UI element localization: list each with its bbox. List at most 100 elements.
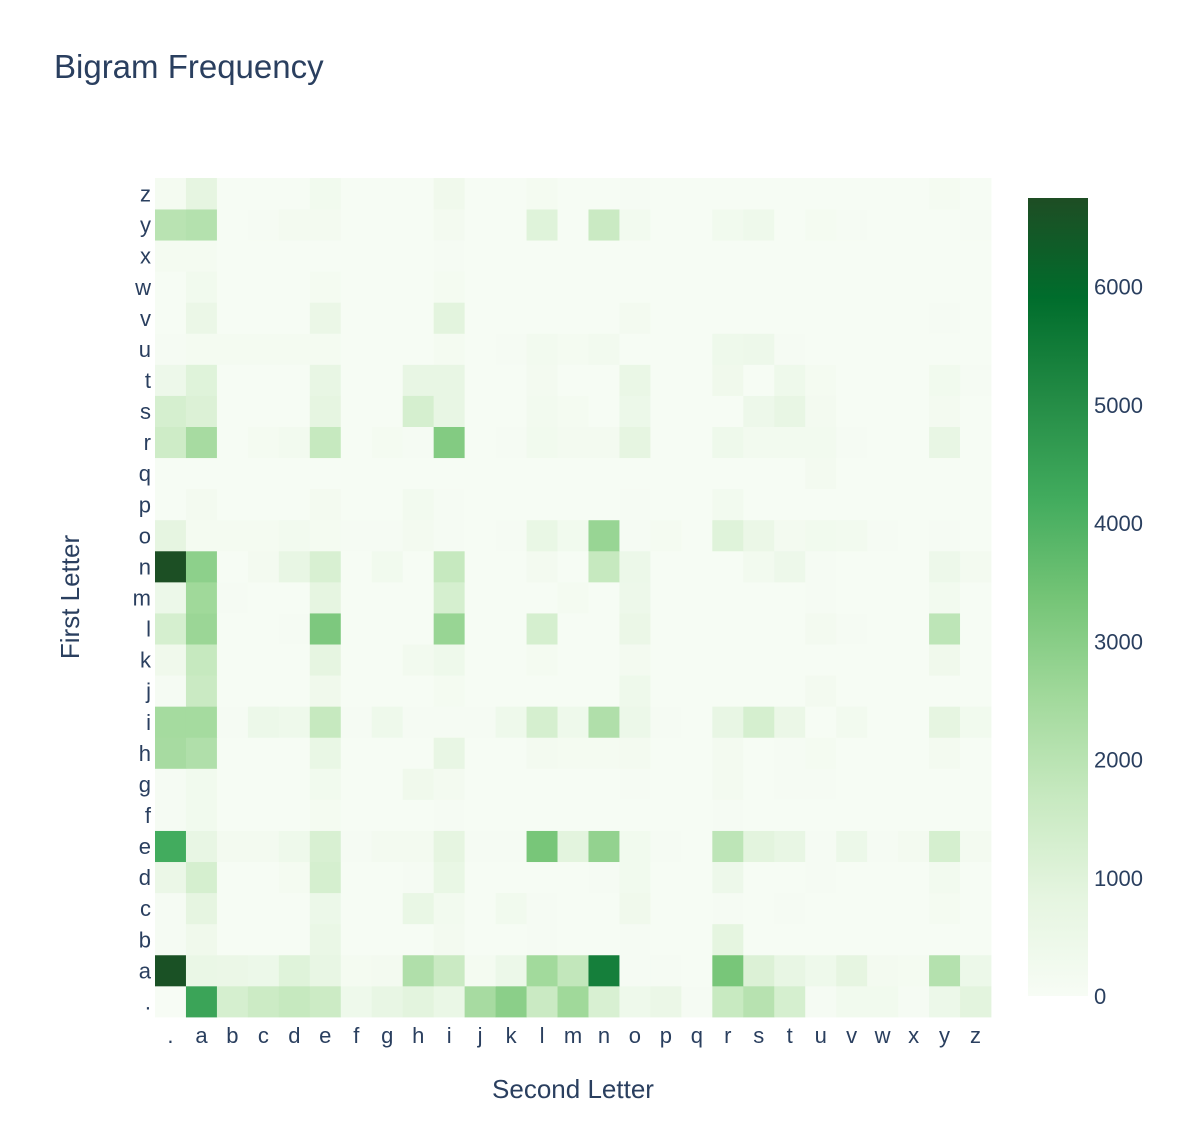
heatmap-cell-h-l (526, 737, 558, 769)
heatmap-cell-r-e (309, 426, 342, 459)
heatmap-cell-s-b (216, 395, 249, 427)
heatmap-cell-t-w (867, 364, 899, 396)
heatmap-cell-s-s (743, 395, 775, 427)
heatmap-cell-.-q (681, 985, 713, 1018)
heatmap-cell-.-. (155, 985, 187, 1018)
heatmap-cell-q-z (960, 457, 992, 490)
x-tick-label: g (381, 1023, 393, 1048)
heatmap-cell-s-z (960, 395, 992, 427)
heatmap-cell-l-. (155, 613, 187, 645)
heatmap-cell-j-p (650, 675, 682, 707)
heatmap-cell-b-e (309, 923, 342, 956)
heatmap-cell-r-y (929, 426, 961, 459)
heatmap-cell-l-z (960, 613, 992, 645)
heatmap-cell-i-j (464, 706, 496, 738)
heatmap-cell-a-i (433, 954, 466, 987)
y-tick-label: g (139, 772, 151, 797)
heatmap-cell-e-d (278, 830, 311, 863)
heatmap-cell-b-. (155, 923, 187, 956)
y-tick-label: w (134, 275, 151, 300)
heatmap-cell-o-u (805, 519, 837, 552)
heatmap-cell-i-. (155, 706, 187, 738)
heatmap-cell-k-p (650, 644, 682, 676)
heatmap-cell-p-n (588, 488, 620, 521)
heatmap-cell-n-. (155, 550, 187, 583)
heatmap-cell-c-m (557, 892, 589, 925)
heatmap-cell-x-k (495, 240, 527, 272)
heatmap-cell-p-b (216, 488, 249, 521)
y-tick-label: h (139, 741, 151, 766)
heatmap-cell-.-c (247, 985, 280, 1018)
heatmap-cell-f-f (340, 799, 373, 831)
heatmap-cell-d-o (619, 861, 651, 894)
heatmap-cell-p-. (155, 488, 187, 521)
heatmap-cell-s-x (898, 395, 930, 427)
heatmap-cell-l-f (340, 613, 373, 645)
heatmap-cell-z-u (805, 178, 837, 210)
heatmap-cell-t-a (185, 364, 218, 396)
heatmap-cell-r-m (557, 426, 589, 459)
colorbar-tick-label: 5000 (1094, 393, 1143, 418)
heatmap-cell-u-t (774, 333, 806, 365)
heatmap-cell-g-w (867, 768, 899, 800)
heatmap-cell-h-k (495, 737, 527, 769)
heatmap-cell-h-h (402, 737, 435, 769)
heatmap-cell-i-e (309, 706, 342, 738)
heatmap-cell-t-o (619, 364, 651, 396)
heatmap-cell-f-l (526, 799, 558, 831)
heatmap-cell-j-r (712, 675, 744, 707)
y-tick-label: s (140, 399, 151, 424)
heatmap-cell-d-v (836, 861, 868, 894)
heatmap-cell-k-d (278, 644, 311, 676)
heatmap-cell-d-. (155, 861, 187, 894)
heatmap-cell-r-t (774, 426, 806, 459)
heatmap-cell-o-b (216, 519, 249, 552)
heatmap-cell-p-f (340, 488, 373, 521)
heatmap-cell-t-g (371, 364, 404, 396)
heatmap-cell-y-f (340, 209, 373, 241)
heatmap-cell-p-r (712, 488, 744, 521)
heatmap-cell-w-j (464, 271, 496, 303)
heatmap-cell-v-r (712, 302, 744, 334)
heatmap-cell-j-. (155, 675, 187, 707)
heatmap-cell-x-v (836, 240, 868, 272)
heatmap-cell-e-m (557, 830, 589, 863)
heatmap-cell-i-d (278, 706, 311, 738)
heatmap-cell-j-v (836, 675, 868, 707)
heatmap-cell-r-z (960, 426, 992, 459)
heatmap-cell-l-j (464, 613, 496, 645)
heatmap-cell-r-p (650, 426, 682, 459)
y-tick-label: m (133, 586, 151, 611)
heatmap-cell-z-k (495, 178, 527, 210)
heatmap-cell-n-a (185, 550, 218, 583)
heatmap-cell-e-f (340, 830, 373, 863)
heatmap-cell-n-t (774, 550, 806, 583)
heatmap-cell-i-i (433, 706, 466, 738)
heatmap-cell-q-l (526, 457, 558, 490)
heatmap-cell-v-i (433, 302, 466, 334)
heatmap-cell-i-v (836, 706, 868, 738)
heatmap-cell-i-o (619, 706, 651, 738)
heatmap-cell-f-i (433, 799, 466, 831)
heatmap-cell-e-y (929, 830, 961, 863)
heatmap-cell-d-t (774, 861, 806, 894)
heatmap-cell-e-c (247, 830, 280, 863)
x-tick-label: j (477, 1023, 483, 1048)
heatmap-cell-t-h (402, 364, 435, 396)
heatmap-cell-q-j (464, 457, 496, 490)
y-axis-title: First Letter (55, 535, 85, 660)
heatmap-cell-y-w (867, 209, 899, 241)
heatmap-cell-j-h (402, 675, 435, 707)
heatmap-cell-t-l (526, 364, 558, 396)
heatmap-cell-z-f (340, 178, 373, 210)
heatmap-cell-j-l (526, 675, 558, 707)
heatmap-cell-n-r (712, 550, 744, 583)
heatmap-cell-l-t (774, 613, 806, 645)
heatmap-cell-d-u (805, 861, 837, 894)
heatmap-cell-l-n (588, 613, 620, 645)
heatmap-cell-f-j (464, 799, 496, 831)
heatmap-cell-o-l (526, 519, 558, 552)
x-tick-label: a (195, 1023, 208, 1048)
heatmap-cell-k-k (495, 644, 527, 676)
